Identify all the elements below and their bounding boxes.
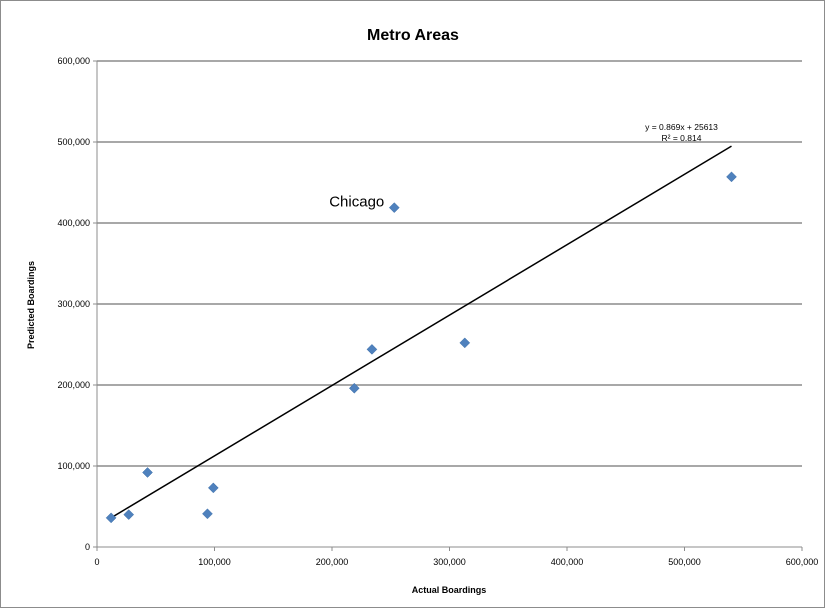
data-point	[726, 171, 737, 183]
y-axis-label: Predicted Boardings	[26, 261, 36, 349]
x-tick-label: 100,000	[198, 557, 231, 567]
x-tick-label: 600,000	[786, 557, 819, 567]
data-point	[123, 509, 135, 520]
annotation-label: Chicago	[329, 194, 384, 211]
y-tick-label: 300,000	[57, 299, 90, 309]
data-point	[207, 482, 219, 494]
x-tick-label: 300,000	[433, 557, 466, 567]
y-tick-label: 200,000	[57, 380, 90, 390]
data-point	[202, 508, 213, 520]
chart-title: Metro Areas	[367, 27, 459, 44]
x-axis-label: Actual Boardings	[412, 585, 487, 595]
data-point	[459, 337, 471, 349]
y-tick-label: 100,000	[57, 461, 90, 471]
x-tick-label: 200,000	[316, 557, 349, 567]
x-tick-label: 500,000	[668, 557, 701, 567]
data-points	[105, 171, 737, 524]
trendline-equation: y = 0.869x + 25613	[645, 122, 718, 132]
trendline-r2: R² = 0.814	[662, 133, 702, 143]
grid-lines	[97, 60, 802, 467]
x-tick-label: 400,000	[551, 557, 584, 567]
data-point	[366, 344, 378, 355]
data-point	[388, 202, 400, 213]
axes	[93, 60, 803, 551]
y-tick-label: 0	[85, 542, 90, 552]
trendline	[110, 145, 732, 519]
y-tick-label: 500,000	[57, 137, 90, 147]
y-tick-label: 600,000	[57, 56, 90, 66]
annotations: Chicago	[329, 194, 384, 211]
y-tick-label: 400,000	[57, 218, 90, 228]
tick-labels: 0 100,000 200,000 300,000 400,000 500,000 600,…	[57, 56, 818, 567]
data-point	[348, 382, 360, 394]
data-point	[142, 467, 153, 478]
x-tick-label: 0	[94, 557, 99, 567]
data-point	[105, 512, 117, 524]
